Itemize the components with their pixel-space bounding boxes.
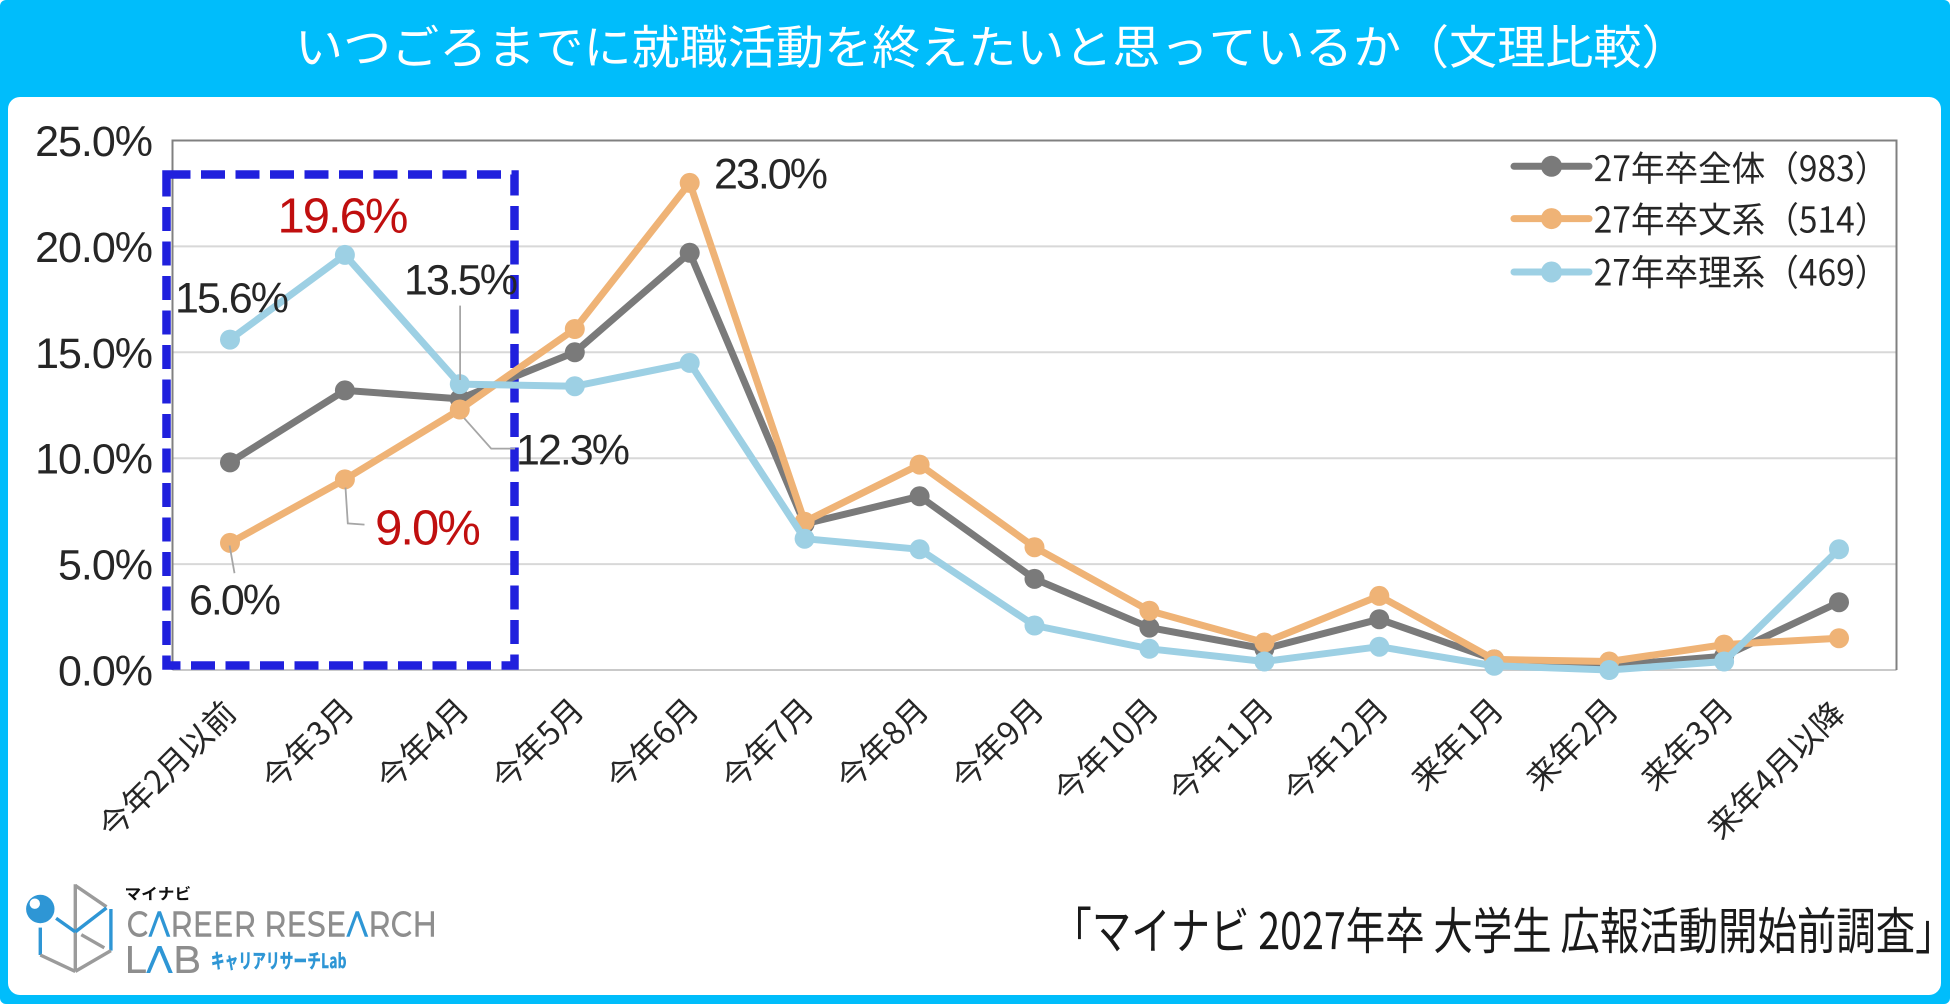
svg-text:13.5%: 13.5% <box>404 257 517 305</box>
svg-text:5.0%: 5.0% <box>58 542 152 590</box>
svg-text:25.0%: 25.0% <box>35 118 152 166</box>
svg-text:6.0%: 6.0% <box>189 577 280 625</box>
svg-text:0.0%: 0.0% <box>58 648 152 696</box>
svg-text:23.0%: 23.0% <box>714 151 827 199</box>
svg-text:15.0%: 15.0% <box>35 330 152 378</box>
svg-text:12.3%: 12.3% <box>516 427 629 475</box>
svg-text:20.0%: 20.0% <box>35 224 152 272</box>
svg-text:10.0%: 10.0% <box>35 436 152 484</box>
svg-text:19.6%: 19.6% <box>278 190 407 244</box>
svg-text:9.0%: 9.0% <box>375 502 479 556</box>
svg-text:15.6%: 15.6% <box>175 275 288 323</box>
